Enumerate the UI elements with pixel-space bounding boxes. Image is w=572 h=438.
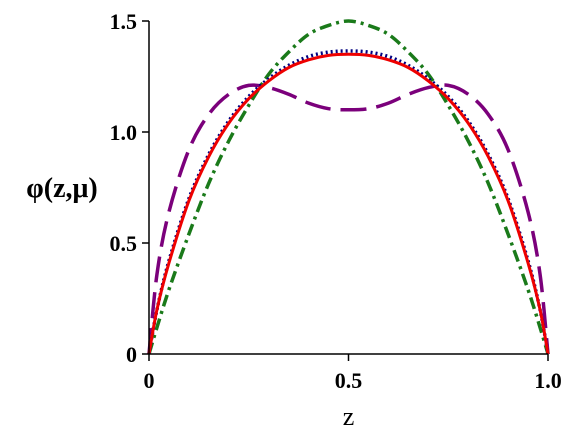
axis-ticks: 0 0.5 1.0 1.5 0 0.5 1.0 [110,9,562,393]
plot-lines [147,19,550,355]
y-tick-label: 0.5 [110,231,138,256]
x-tick-label: 0.5 [335,368,363,393]
series-line-solid [147,52,550,355]
x-tick-label: 0 [144,368,155,393]
y-tick-label: 0 [126,342,137,367]
y-axis-label: φ(z,μ) [26,173,97,204]
y-tick-label: 1.0 [110,120,138,145]
series-line-dotted [147,49,550,355]
x-axis-label: z [343,402,355,431]
series-line-dash-dot [147,19,550,355]
x-tick-label: 1.0 [534,368,562,393]
series-line-long-dash [147,83,550,355]
y-tick-label: 1.5 [110,9,138,34]
